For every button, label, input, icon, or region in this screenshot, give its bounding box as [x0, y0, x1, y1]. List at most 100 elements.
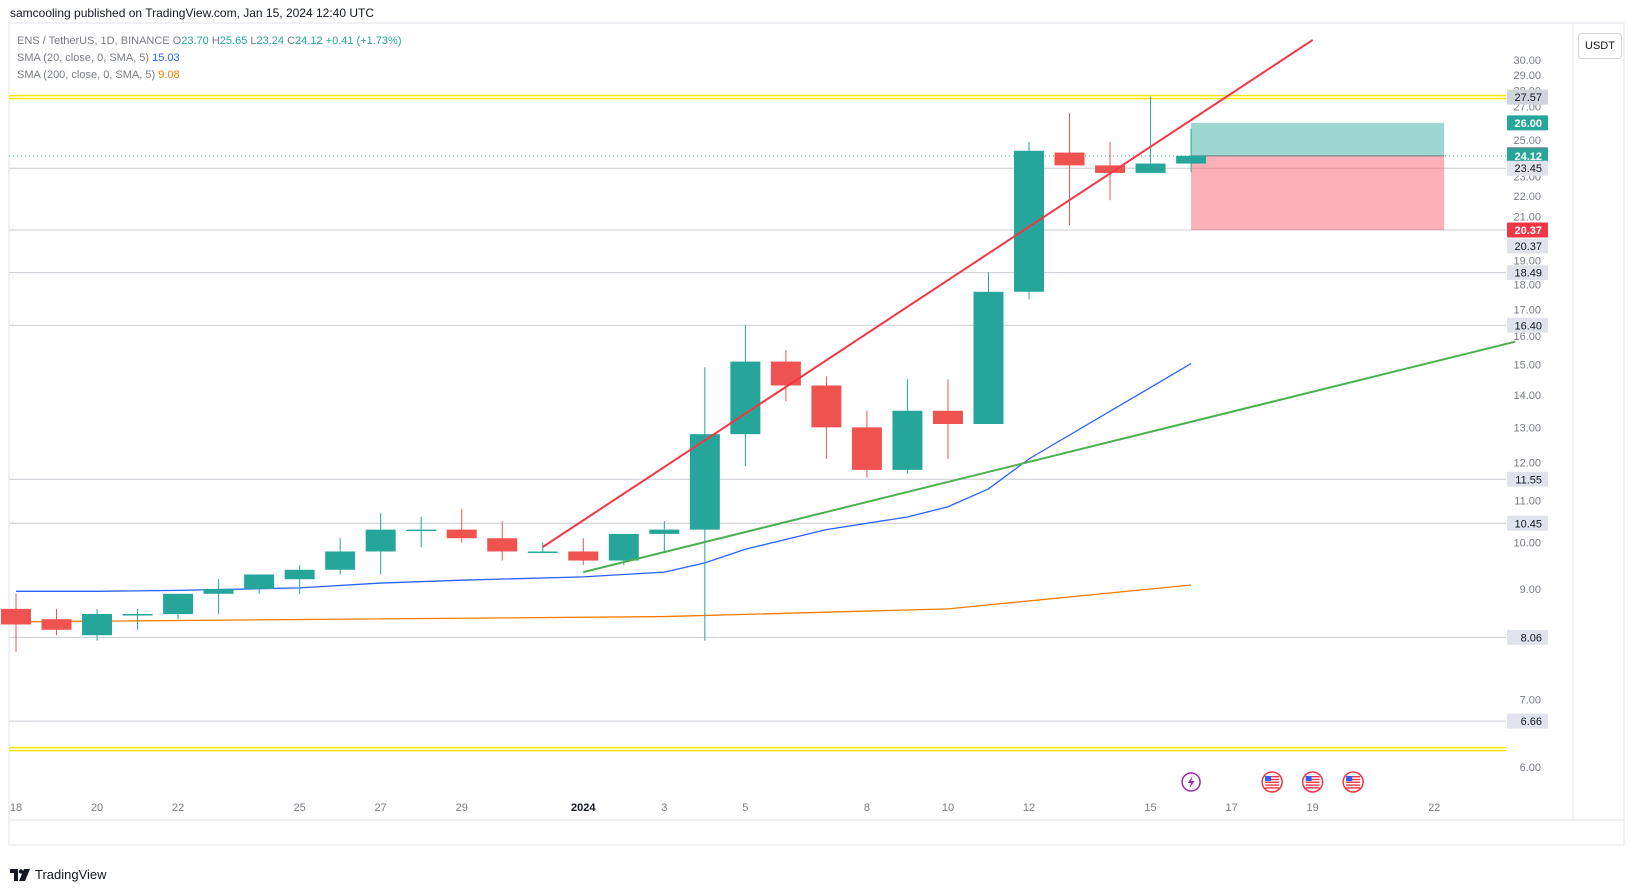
price-label-bg: [1507, 115, 1548, 131]
time-tick-label: 2024: [571, 802, 596, 814]
candle: [325, 538, 356, 575]
price-tick-label: 16.00: [1513, 331, 1541, 343]
lightning-icon-bolt: [1187, 776, 1195, 788]
candle: [244, 574, 275, 594]
price-label-text: 18.49: [1514, 268, 1542, 280]
high-label: H: [211, 35, 220, 47]
us-flag-icon-stripe: [1265, 784, 1280, 786]
price-label-bg: [1507, 89, 1548, 105]
horizontal-levels: [9, 94, 1506, 752]
time-tick-label: 10: [942, 802, 954, 814]
sma200-label: SMA (200, close, 0, SMA, 5): [17, 69, 156, 81]
us-flag-icon-stripe: [1305, 776, 1320, 778]
candle: [487, 521, 518, 561]
us-flag-icon-canton: [1305, 776, 1312, 781]
currency-button[interactable]: USDT: [1578, 33, 1622, 59]
us-flag-icon-stripe: [1265, 776, 1280, 778]
candle: [770, 350, 801, 402]
time-tick-label: 20: [91, 802, 103, 814]
us-flag-icon: [1261, 771, 1283, 793]
us-flag-icon: [1342, 771, 1364, 793]
candle: [1095, 141, 1126, 201]
price-tick-label: 19.00: [1513, 256, 1541, 268]
sma200-legend-row[interactable]: SMA (200, close, 0, SMA, 5) 9.08: [17, 67, 402, 84]
us-flag-icon-stripe: [1305, 784, 1320, 786]
candle-body: [973, 291, 1004, 424]
price-label-text: 27.57: [1514, 92, 1542, 104]
chart-legend: ENS / TetherUS, 1D, BINANCE O23.70 H25.6…: [17, 33, 402, 84]
candle: [406, 517, 437, 548]
time-tick-label: 12: [1023, 802, 1035, 814]
price-label: 6.66: [1507, 713, 1548, 729]
us-flag-icon-canton: [1265, 776, 1272, 781]
candle-body: [325, 551, 356, 570]
price-tick-label: 6.00: [1520, 762, 1541, 774]
us-flag-icon-stripe: [1346, 781, 1361, 783]
price-label: 10.45: [1507, 515, 1548, 531]
lightning-icon: [1181, 772, 1201, 792]
price-label-text: 20.37: [1514, 225, 1542, 237]
price-label-text: 26.00: [1514, 118, 1542, 130]
sma20-legend-row[interactable]: SMA (20, close, 0, SMA, 5) 15.03: [17, 50, 402, 67]
time-tick-label: 25: [294, 802, 306, 814]
candle-body: [649, 529, 680, 534]
us-flag-icon-canton: [1346, 776, 1353, 781]
green-trendline: [583, 340, 1516, 574]
price-tick-label: 13.00: [1513, 422, 1541, 434]
price-label: 26.00: [1507, 115, 1548, 131]
time-tick-label: 29: [456, 802, 468, 814]
price-tick-label: 22.00: [1513, 191, 1541, 203]
us-flag-icon-stripe: [1346, 776, 1361, 778]
time-tick-label: 3: [661, 802, 667, 814]
price-tick-label: 11.00: [1514, 496, 1541, 508]
candle-body: [811, 385, 842, 428]
high-value: 25.65: [219, 35, 248, 47]
candle: [82, 608, 113, 641]
candle: [1176, 128, 1207, 173]
price-labels: 27.5726.0024.1824.1223.4520.3720.3718.49…: [1507, 89, 1548, 729]
candle: [1, 593, 31, 652]
price-tick-label: 17.00: [1513, 305, 1541, 317]
candle-body: [284, 569, 315, 580]
candle-body: [1176, 155, 1207, 164]
price-label-text: 11.55: [1515, 474, 1542, 486]
price-label-bg: [1507, 515, 1548, 531]
price-label: 24.12: [1507, 148, 1548, 164]
close-label: C: [287, 35, 296, 47]
us-flag-icon-stripe: [1305, 781, 1320, 783]
candle-body: [446, 529, 477, 539]
candle: [122, 608, 153, 630]
candle-body: [892, 410, 923, 470]
change-value: +0.41 (+1.73%): [325, 35, 402, 47]
candle-body: [568, 551, 599, 561]
candle: [41, 608, 72, 636]
symbol-label: ENS / TetherUS, 1D, BINANCE: [17, 35, 170, 47]
price-label-bg: [1507, 713, 1548, 729]
time-tick-label: 22: [172, 802, 184, 814]
candlesticks: [1, 96, 1207, 652]
price-tick-label: 30.00: [1513, 55, 1541, 67]
price-tick-label: 9.00: [1520, 584, 1541, 596]
candle: [649, 521, 680, 552]
candle-body: [163, 593, 194, 614]
price-label-text: 20.37: [1514, 241, 1542, 253]
sma20-line: [16, 363, 1192, 592]
price-label-bg: [1507, 629, 1548, 645]
time-tick-label: 8: [864, 802, 870, 814]
chart-frame: [8, 22, 1625, 846]
sma200-value: 9.08: [158, 69, 180, 81]
candle: [608, 533, 639, 566]
candle-body: [1054, 152, 1085, 166]
price-label-text: 24.12: [1514, 151, 1542, 163]
candle-body: [203, 588, 234, 594]
price-label-text: 23.45: [1514, 163, 1542, 175]
candle-body: [608, 533, 639, 561]
candle-body: [1095, 165, 1126, 173]
candle: [163, 593, 194, 620]
price-tick-label: 10.00: [1513, 538, 1541, 550]
time-tick-label: 19: [1307, 802, 1319, 814]
candle-body: [406, 529, 437, 532]
candle-body: [122, 613, 153, 616]
candle-body: [365, 529, 396, 552]
